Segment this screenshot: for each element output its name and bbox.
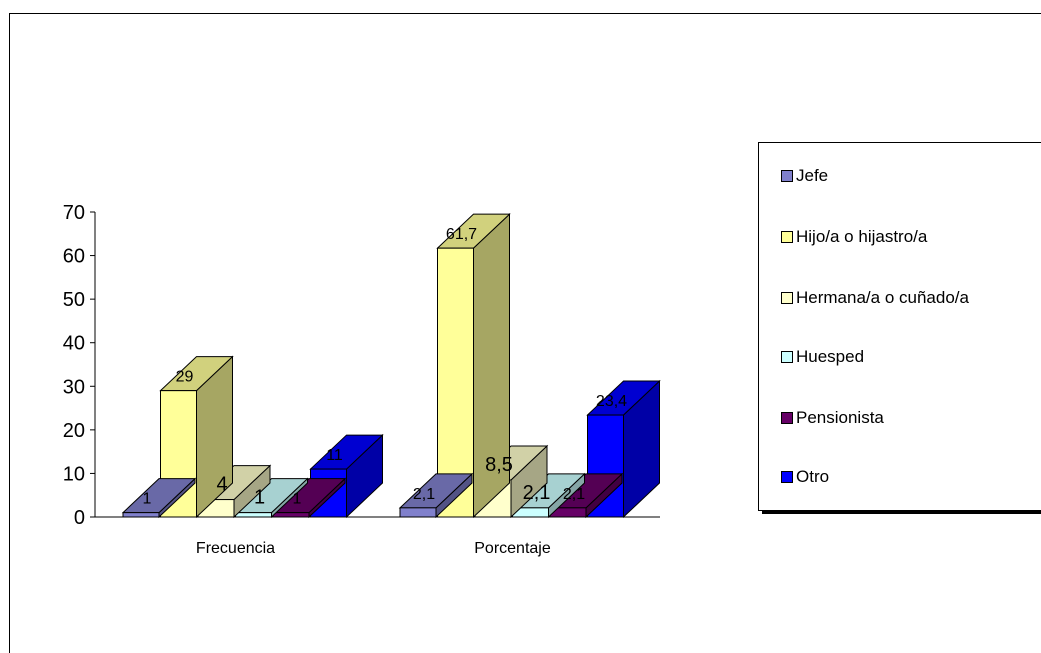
legend-item-hermana: Hermana/a o cuñado/a (781, 287, 969, 309)
bar-otro-frecuencia (309, 433, 384, 519)
legend-swatch (781, 351, 793, 363)
legend-swatch (781, 231, 793, 243)
legend-item-hijo: Hijo/a o hijastro/a (781, 226, 927, 248)
chart-frame (9, 13, 1041, 653)
data-label: 2,1 (563, 486, 585, 503)
y-tick-label: 60 (63, 246, 85, 268)
bar-front (122, 512, 160, 518)
bar-huesped-frecuencia (234, 477, 309, 519)
data-label: 4 (216, 474, 227, 496)
legend-label: Hijo/a o hijastro/a (796, 227, 928, 246)
legend-item-huesped: Huesped (781, 346, 864, 368)
data-label: 2,1 (523, 482, 551, 504)
legend-swatch (781, 471, 793, 483)
data-label: 23,4 (596, 393, 627, 410)
data-label: 2,1 (413, 486, 435, 503)
x-category-label: Frecuencia (196, 540, 275, 557)
bar-jefe-frecuencia (121, 477, 197, 519)
legend-swatch (781, 412, 793, 424)
y-tick-label: 50 (63, 289, 85, 311)
bar-front (235, 512, 272, 518)
data-label: 1 (143, 491, 152, 508)
bar-hijoa-frecuencia (159, 355, 234, 519)
bar-jefe-porcentaje (398, 472, 474, 519)
bar-pensionista-frecuencia (271, 477, 347, 519)
bar-front (437, 247, 474, 518)
y-tick-label: 40 (63, 333, 85, 355)
y-tick-label: 20 (63, 420, 85, 442)
data-label: 11 (326, 447, 343, 464)
data-label: 8,5 (485, 454, 513, 476)
bar-front (399, 507, 437, 518)
legend-swatch (781, 292, 793, 304)
legend-swatch (781, 170, 793, 182)
y-tick-label: 70 (63, 202, 85, 224)
y-tick-label: 30 (63, 376, 85, 398)
legend-label: Hermana/a o cuñado/a (796, 288, 969, 307)
y-tick-label: 0 (74, 507, 85, 529)
data-label: 29 (176, 369, 194, 386)
legend-item-otro: Otro (781, 466, 829, 488)
legend-item-jefe: Jefe (781, 165, 828, 187)
data-label: 61,7 (446, 226, 477, 243)
legend-label: Huesped (796, 347, 865, 366)
data-label: 1 (254, 487, 265, 509)
data-label: 1 (293, 491, 302, 508)
bar-hijoa-porcentaje (436, 213, 511, 519)
legend-label: Jefe (796, 166, 829, 185)
legend-label: Otro (796, 467, 830, 486)
y-tick-label: 10 (63, 463, 85, 485)
legend: Jefe Hijo/a o hijastro/a Hermana/a o cuñ… (758, 142, 1041, 511)
legend-shadow (762, 510, 1041, 514)
bar-front (272, 512, 310, 518)
legend-label: Pensionista (796, 408, 884, 427)
x-category-label: Porcentaje (474, 540, 551, 557)
legend-item-pensionista: Pensionista (781, 407, 884, 429)
